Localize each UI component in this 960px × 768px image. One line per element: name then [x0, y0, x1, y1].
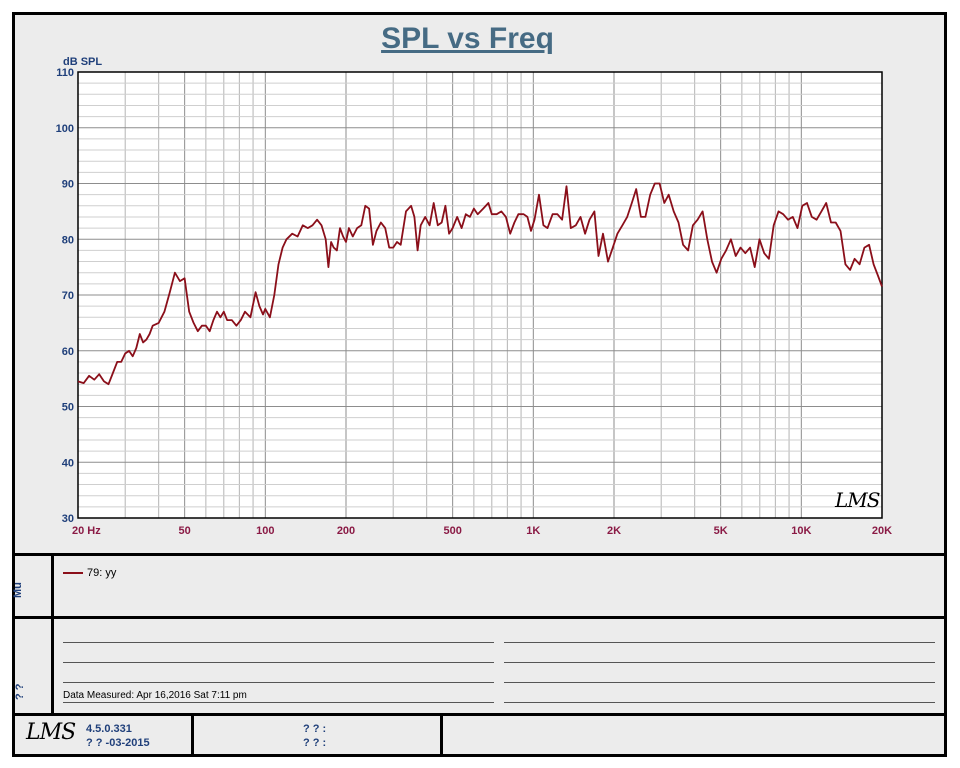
x-tick-label: 100 [256, 525, 274, 537]
note-line [504, 682, 935, 683]
data-measured-text: Data Measured: Apr 16,2016 Sat 7:11 pm [63, 690, 247, 701]
y-tick-label: 40 [62, 457, 74, 469]
lms-watermark: LMS [835, 488, 880, 512]
y-axis-label: dB SPL [63, 56, 103, 68]
x-tick-label: 20 Hz [72, 525, 101, 537]
y-tick-label: 60 [62, 346, 74, 358]
divider-footer-top [15, 713, 947, 716]
y-tick-label: 80 [62, 234, 74, 246]
footer-divider-1 [191, 716, 194, 754]
x-tick-label: 20K [872, 525, 892, 537]
x-tick-label: 2K [607, 525, 621, 537]
legend-swatch [63, 572, 83, 574]
build-date-text: ? ? -03-2015 [86, 737, 150, 749]
note-line [504, 662, 935, 663]
x-tick-label: 500 [443, 525, 461, 537]
x-tick-label: 5K [714, 525, 728, 537]
footer-field-1: ? ? : [303, 723, 327, 735]
version-text: 4.5.0.331 [86, 723, 132, 735]
x-tick-label: 50 [179, 525, 191, 537]
divider-notes-top [15, 616, 947, 619]
spl-chart: 30 40 50 60 70 80 90 100 110 20 Hz 50 100 200 500 1K 2K… [56, 67, 893, 537]
footer-divider-2 [440, 716, 443, 754]
plot-border [77, 71, 883, 519]
x-tick-label: 10K [791, 525, 811, 537]
notes-side-label: ? ? [14, 683, 26, 701]
y-tick-label: 100 [56, 123, 74, 135]
y-tick-label: 50 [62, 402, 74, 414]
note-line [63, 682, 494, 683]
footer-field-2: ? ? : [303, 737, 327, 749]
footer-logo: LMS [26, 720, 76, 745]
series-line [77, 182, 883, 386]
y-tick-label: 90 [62, 179, 74, 191]
note-line [504, 702, 935, 703]
y-tick-label: 70 [62, 290, 74, 302]
legend-entry: 79: yy [63, 567, 116, 579]
x-tick-label: 200 [337, 525, 355, 537]
note-line [63, 642, 494, 643]
y-tick-label: 110 [56, 67, 74, 79]
legend-label: 79: yy [87, 567, 117, 579]
note-line [63, 662, 494, 663]
y-tick-label: 30 [62, 513, 74, 525]
x-tick-label: 1K [526, 525, 540, 537]
note-line [504, 642, 935, 643]
note-line [63, 702, 494, 703]
side-divider [51, 556, 54, 713]
legend-side-label: Mu [12, 582, 24, 598]
chart-title: SPL vs Freq [381, 22, 554, 55]
divider-legend-top [15, 553, 947, 556]
